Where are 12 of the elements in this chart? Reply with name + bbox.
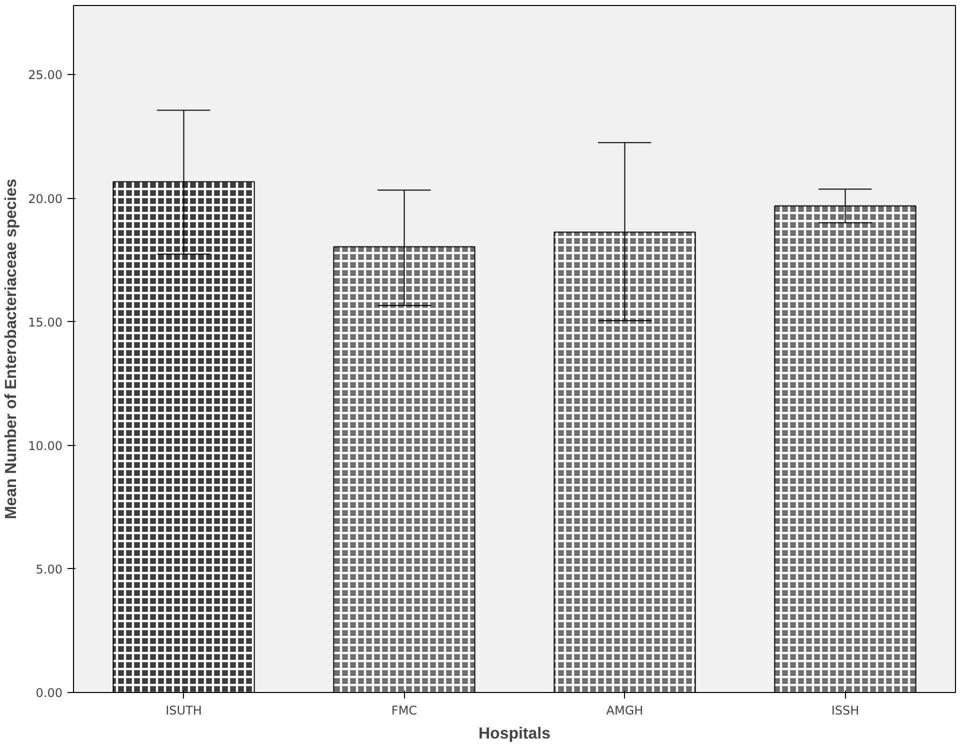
x-tick-label: ISSH [831,704,860,718]
x-tick-label: FMC [391,704,418,718]
y-tick-label: 15.00 [28,315,63,330]
x-axis-title: Hospitals [478,726,551,742]
y-axis-title: Mean Number of Enterobacteriaceae species [3,178,20,520]
x-tick-label: ISUTH [166,704,202,718]
y-tick-label: 5.00 [36,562,62,576]
x-tick-label: AMGH [606,704,644,718]
y-tick-label: 25.00 [28,68,63,82]
y-tick-label: 10.00 [28,438,63,453]
y-tick-label: 20.00 [28,192,63,206]
y-tick-label: 0.00 [36,686,62,700]
